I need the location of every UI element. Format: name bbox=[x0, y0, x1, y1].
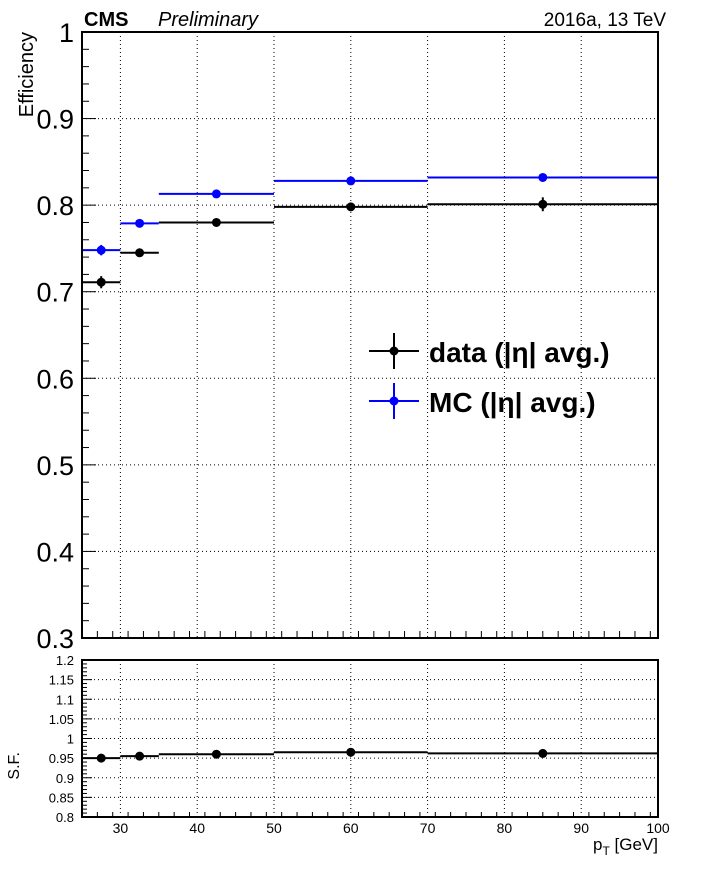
ratio-series-0 bbox=[82, 747, 658, 763]
ratio-data-point bbox=[346, 747, 356, 757]
ratio-y-tick-label: 1.2 bbox=[56, 653, 74, 668]
main-data-point bbox=[96, 277, 106, 287]
x-tick-label: 30 bbox=[113, 820, 129, 836]
x-tick-label: 60 bbox=[343, 820, 359, 836]
run-info-label: 2016a, 13 TeV bbox=[544, 10, 667, 31]
main-data-point bbox=[538, 199, 548, 209]
main-data-point bbox=[135, 248, 145, 258]
main-series-1 bbox=[82, 172, 658, 256]
ratio-y-tick-label: 1.1 bbox=[56, 692, 74, 707]
x-axis-label: pT [GeV] bbox=[593, 835, 658, 858]
main-series-0 bbox=[82, 197, 658, 289]
ratio-grid bbox=[82, 660, 658, 817]
main-y-tick-label: 0.3 bbox=[36, 624, 74, 654]
main-y-tick-label: 0.8 bbox=[36, 191, 74, 221]
main-ticks bbox=[81, 31, 651, 639]
main-grid bbox=[82, 32, 658, 638]
legend-entry-data: data (|η| avg.) bbox=[369, 333, 610, 369]
main-y-tick-label: 0.5 bbox=[36, 451, 74, 481]
ratio-plot-frame bbox=[81, 659, 659, 818]
ratio-plot-panel: 0.8 0.85 0.9 0.95 1 1.05 1.1 1.15 1.2 30 40 50 60 70… bbox=[6, 653, 670, 858]
x-tick-label: 40 bbox=[189, 820, 205, 836]
ratio-y-tick-labels: 0.8 0.85 0.9 0.95 1 1.05 1.1 1.15 1.2 bbox=[49, 653, 74, 825]
main-data-point bbox=[538, 172, 548, 182]
x-tick-label: 80 bbox=[497, 820, 513, 836]
ratio-series bbox=[82, 747, 658, 763]
legend-mc-label: MC (|η| avg.) bbox=[429, 387, 596, 418]
legend-data-label: data (|η| avg.) bbox=[429, 337, 610, 368]
ratio-y-tick-label: 1 bbox=[67, 732, 74, 747]
ratio-data-point bbox=[96, 753, 106, 763]
x-tick-label: 50 bbox=[266, 820, 282, 836]
main-series bbox=[82, 172, 658, 289]
main-data-point bbox=[211, 189, 221, 199]
ratio-y-tick-label: 0.95 bbox=[49, 751, 74, 766]
main-y-tick-label: 0.6 bbox=[36, 364, 74, 394]
ratio-x-tick-labels: 30 40 50 60 70 80 90 100 bbox=[113, 820, 670, 836]
legend: data (|η| avg.) MC (|η| avg.) bbox=[369, 333, 610, 419]
ratio-data-point bbox=[538, 748, 548, 758]
main-data-point bbox=[211, 217, 221, 227]
ratio-y-tick-label: 1.15 bbox=[49, 673, 74, 688]
legend-entry-mc: MC (|η| avg.) bbox=[369, 383, 596, 419]
main-y-tick-label: 0.9 bbox=[36, 105, 74, 135]
main-y-tick-labels: 0.3 0.4 0.5 0.6 0.7 0.8 0.9 1 bbox=[36, 18, 74, 654]
main-y-axis-label: Efficiency bbox=[16, 32, 38, 117]
main-plot-frame bbox=[81, 31, 659, 639]
main-data-point bbox=[96, 245, 106, 255]
ratio-data-point bbox=[211, 749, 221, 759]
legend-data-marker bbox=[389, 346, 399, 356]
ratio-data-point bbox=[135, 751, 145, 761]
main-y-tick-label: 1 bbox=[59, 18, 74, 48]
x-tick-label: 100 bbox=[646, 820, 670, 836]
x-tick-label: 90 bbox=[573, 820, 589, 836]
ratio-y-tick-label: 0.85 bbox=[49, 790, 74, 805]
x-tick-label: 70 bbox=[420, 820, 436, 836]
main-plot-panel: 0.3 0.4 0.5 0.6 0.7 0.8 0.9 1 Efficiency bbox=[16, 18, 659, 654]
main-data-point bbox=[346, 202, 356, 212]
main-y-tick-label: 0.4 bbox=[36, 537, 74, 567]
experiment-label: CMS bbox=[84, 9, 128, 31]
status-label: Preliminary bbox=[158, 9, 259, 31]
ratio-y-tick-label: 0.8 bbox=[56, 810, 74, 825]
ratio-y-axis-label: S.F. bbox=[6, 752, 23, 780]
main-data-point bbox=[135, 218, 145, 228]
legend-mc-marker bbox=[389, 396, 399, 406]
main-data-point bbox=[346, 176, 356, 186]
ratio-y-tick-label: 0.9 bbox=[56, 771, 74, 786]
ratio-y-tick-label: 1.05 bbox=[49, 712, 74, 727]
main-y-tick-label: 0.7 bbox=[36, 278, 74, 308]
